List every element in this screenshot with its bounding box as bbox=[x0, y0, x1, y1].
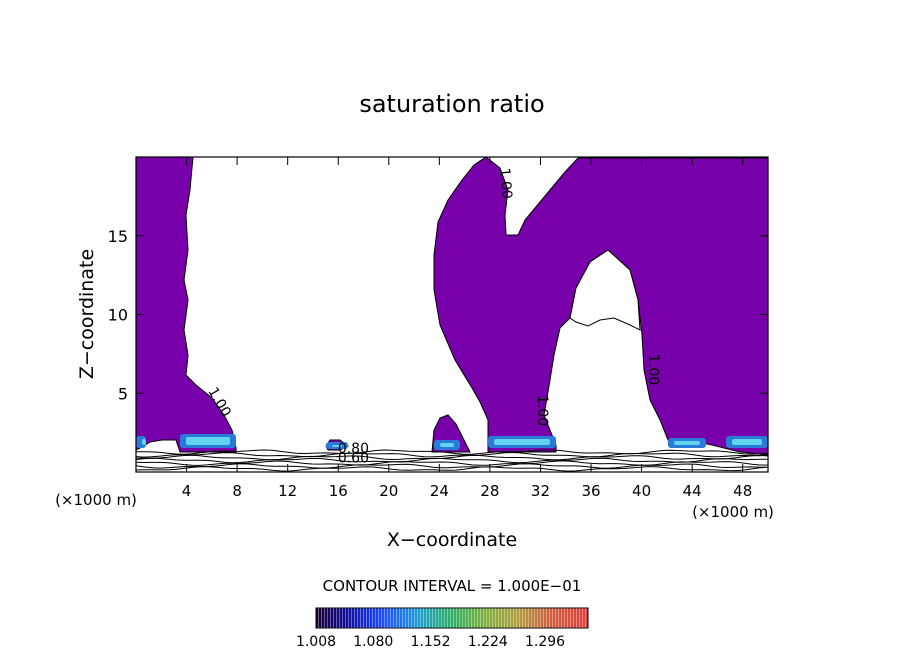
x-axis-label: X−coordinate bbox=[387, 529, 517, 551]
x-tick-label-0: 4 bbox=[182, 482, 192, 500]
blue-patch-core-3 bbox=[674, 441, 700, 445]
x-tick-label-7: 32 bbox=[531, 482, 550, 500]
x-tick-label-10: 44 bbox=[683, 482, 702, 500]
x-tick-label-8: 36 bbox=[581, 482, 600, 500]
colorbar-tick-label-3: 1.224 bbox=[468, 634, 508, 650]
blue-patch-core-0 bbox=[186, 437, 230, 445]
y-tick-label-1: 10 bbox=[108, 306, 128, 325]
chart-title: saturation ratio bbox=[359, 90, 544, 118]
supersaturation-regions bbox=[136, 157, 768, 456]
supersaturation-region-0 bbox=[136, 157, 237, 453]
blue-patches bbox=[136, 434, 768, 450]
x-ticks: 4 8 12 16 20 24 28 32 36 40 44 48 bbox=[182, 157, 752, 500]
subsaturated-hole bbox=[569, 249, 641, 331]
x-tick-label-2: 12 bbox=[278, 482, 297, 500]
y-tick-label-2: 15 bbox=[108, 227, 128, 246]
blue-patch-core-1 bbox=[440, 443, 454, 447]
colorbar-stripes bbox=[316, 608, 588, 628]
surface-contour-3 bbox=[136, 457, 768, 464]
x-tick-label-3: 16 bbox=[329, 482, 348, 500]
plot-area bbox=[136, 157, 768, 472]
blue-patch-6 bbox=[136, 436, 146, 448]
colorbar-ticks: 1.008 1.080 1.152 1.224 1.296 bbox=[296, 634, 565, 650]
colorbar-tick-label-0: 1.008 bbox=[296, 634, 336, 650]
contour-label-5: 0.60 bbox=[338, 451, 369, 467]
x-tick-label-5: 24 bbox=[430, 482, 449, 500]
x-tick-label-1: 8 bbox=[232, 482, 242, 500]
surface-contour-2 bbox=[136, 454, 768, 461]
y-tick-label-0: 5 bbox=[118, 384, 128, 403]
blue-patch-core-4 bbox=[732, 439, 762, 445]
y-axis-label: Z−coordinate bbox=[76, 249, 98, 379]
contour-label-0: 1.00 bbox=[496, 167, 515, 199]
y-ticks: 5 10 15 bbox=[108, 227, 768, 403]
blue-patch-core-5 bbox=[332, 445, 342, 447]
x-tick-label-9: 40 bbox=[632, 482, 651, 500]
contour-label-3: 1.00 bbox=[645, 354, 661, 385]
x-tick-label-4: 20 bbox=[379, 482, 398, 500]
colorbar-tick-label-2: 1.152 bbox=[410, 634, 450, 650]
x-tick-label-11: 48 bbox=[733, 482, 752, 500]
x-tick-label-6: 28 bbox=[480, 482, 499, 500]
x-unit-right: (×1000 m) bbox=[692, 503, 774, 521]
colorbar-tick-label-1: 1.080 bbox=[353, 634, 393, 650]
surface-contour-4 bbox=[136, 460, 768, 466]
surface-contour-6 bbox=[136, 466, 768, 472]
colorbar-tick-label-4: 1.296 bbox=[525, 634, 565, 650]
surface-contour-0 bbox=[136, 449, 768, 455]
contour-label-4: 0.80 bbox=[338, 441, 369, 457]
blue-patch-core-6 bbox=[142, 439, 146, 445]
contour-label-2: 1.00 bbox=[534, 395, 550, 426]
surface-contour-5 bbox=[136, 463, 768, 469]
contour-interval-text: CONTOUR INTERVAL = 1.000E−01 bbox=[323, 577, 582, 595]
surface-contour-1 bbox=[136, 451, 768, 458]
surface-contour-lines bbox=[136, 449, 768, 472]
x-unit-left: (×1000 m) bbox=[55, 491, 137, 509]
blue-patch-core-2 bbox=[494, 439, 550, 445]
